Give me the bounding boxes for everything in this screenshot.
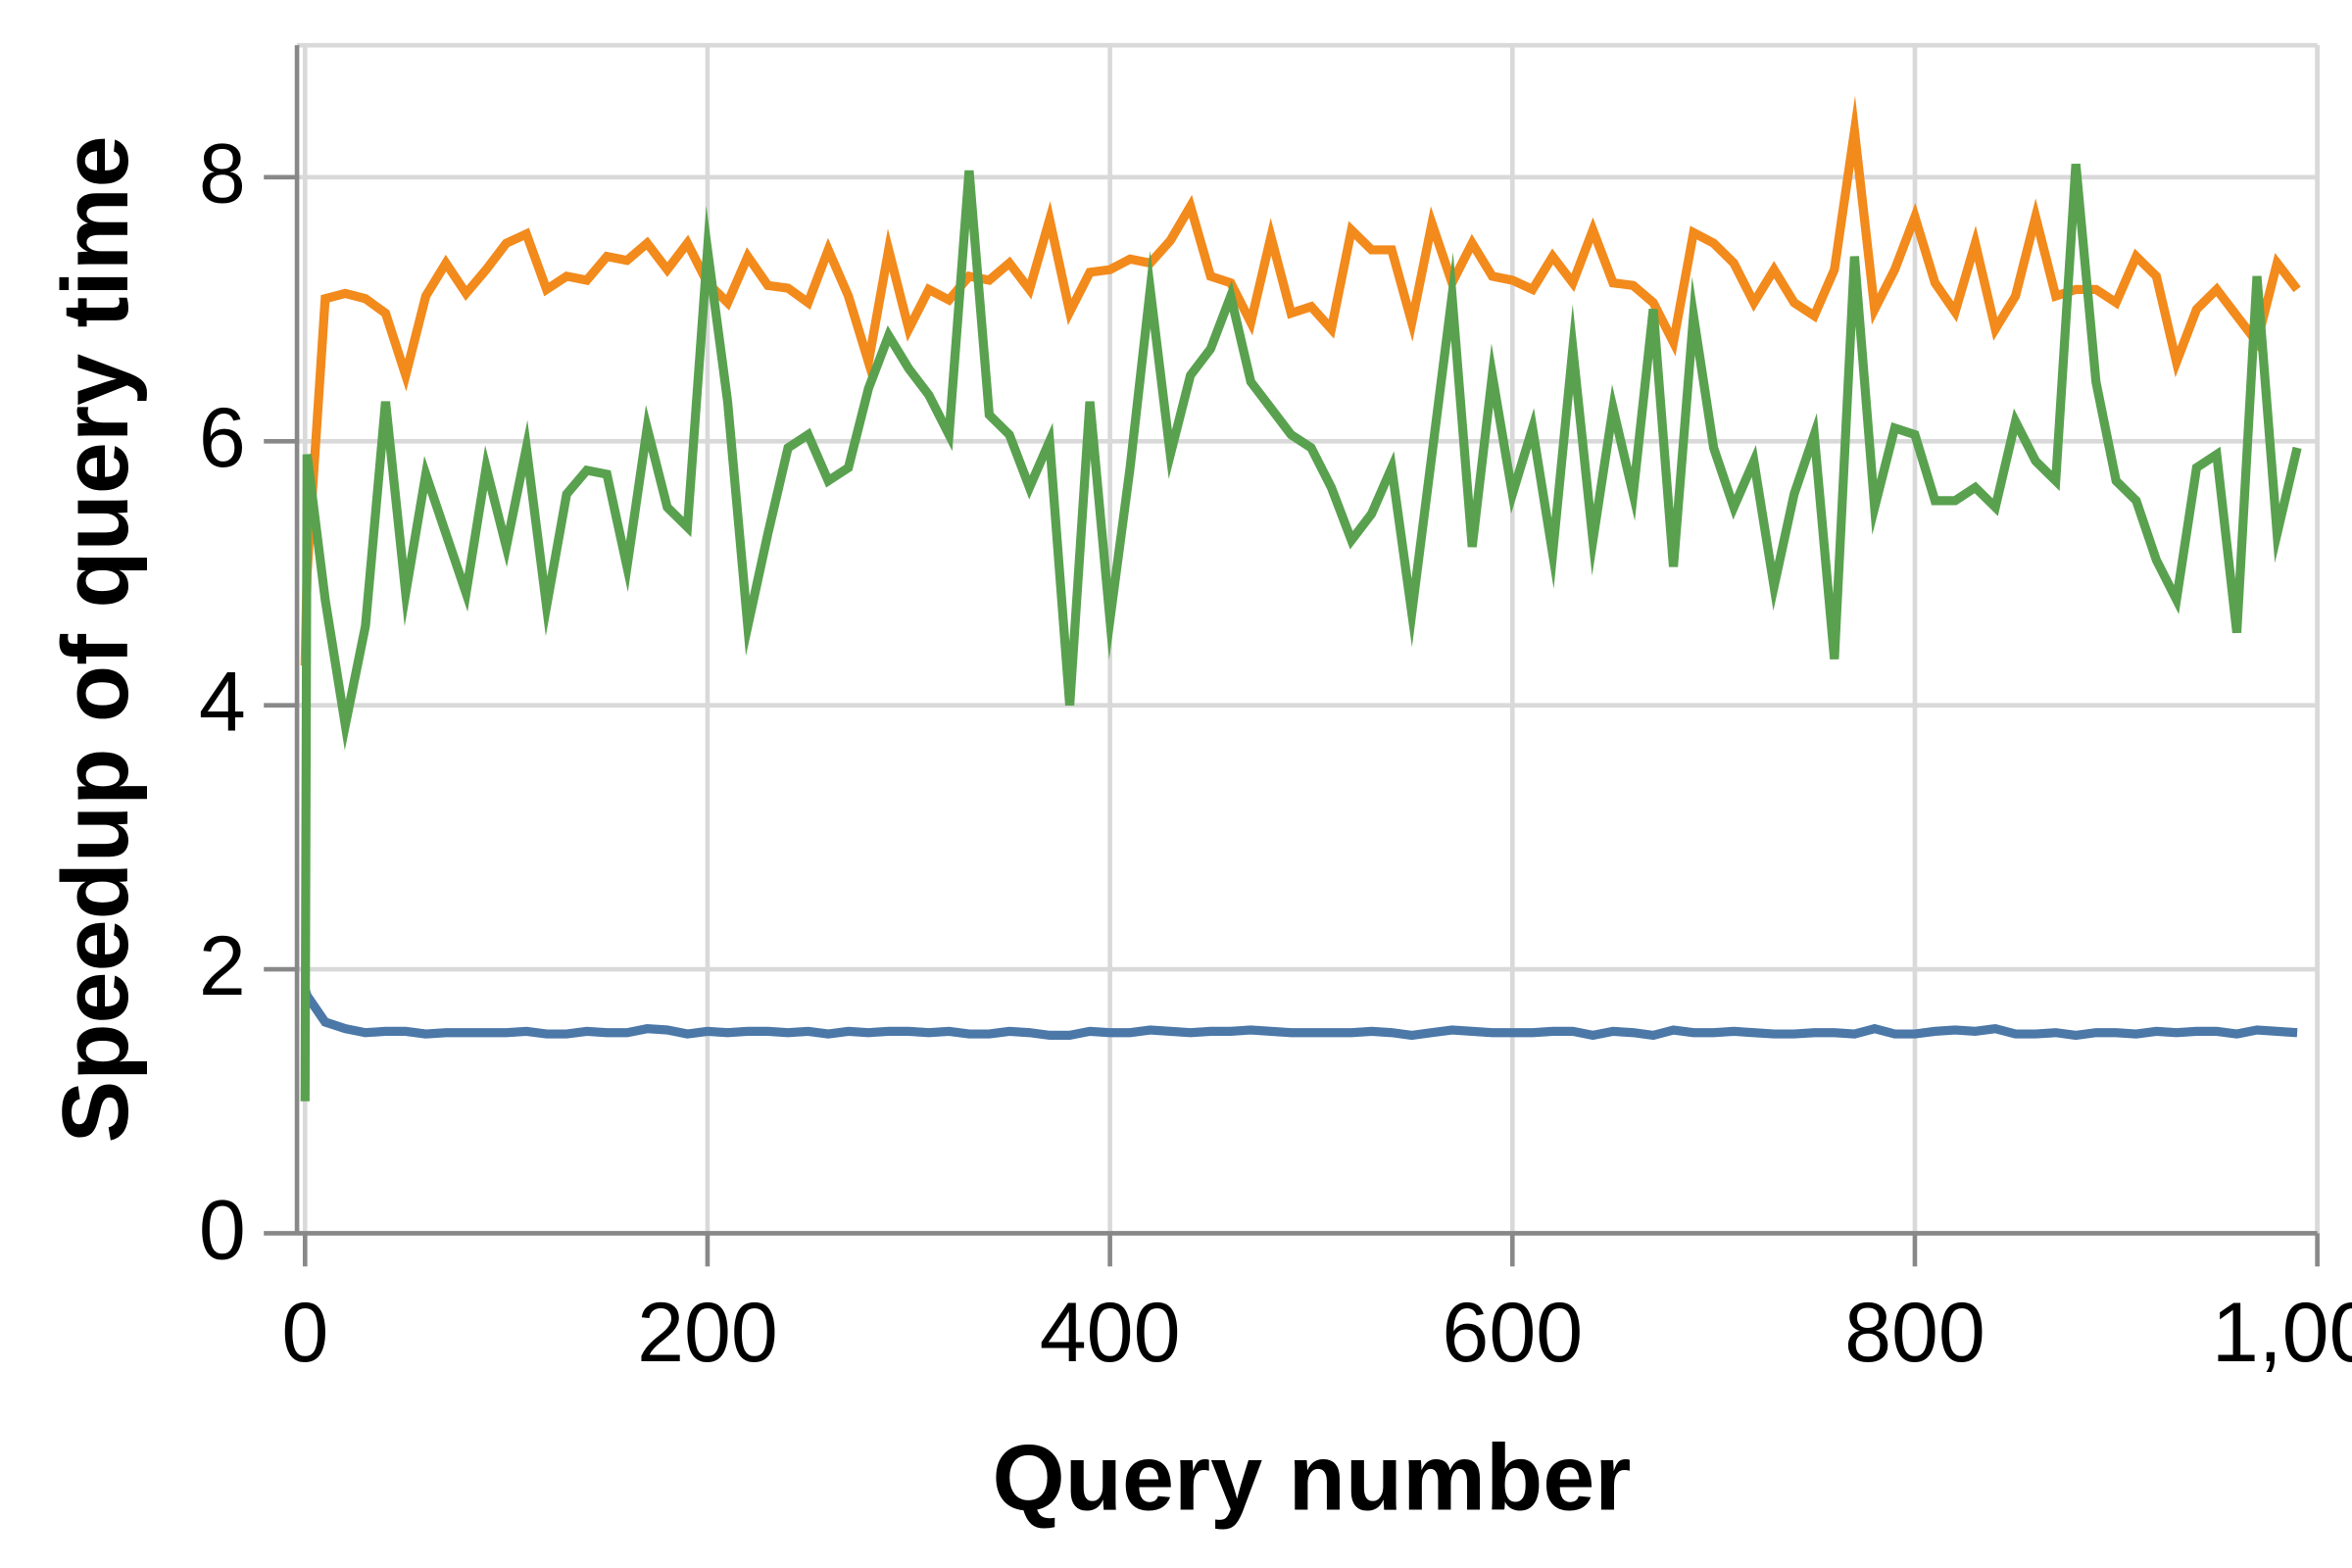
x-tick-label: 0	[281, 1286, 328, 1380]
x-tick-label: 600	[1442, 1286, 1583, 1380]
axes: 0 2 4 6 8 0 200 400 600 800 1,000	[199, 45, 2352, 1380]
series-line	[300, 987, 2298, 1041]
y-tick-label: 8	[199, 127, 246, 221]
y-tick-label: 0	[199, 1183, 246, 1277]
x-axis-title: Query number	[993, 1427, 1632, 1531]
series-line	[300, 95, 2301, 666]
y-tick-label: 6	[199, 391, 246, 485]
x-tick-label: 400	[1040, 1286, 1181, 1380]
y-tick-label: 2	[199, 919, 246, 1013]
series-line	[300, 163, 2302, 1102]
x-tick-label: 1,000	[2212, 1286, 2352, 1380]
lines	[300, 95, 2302, 1102]
x-tick-label: 200	[637, 1286, 778, 1380]
y-axis-title: Speedup of query time	[44, 135, 148, 1143]
grid	[297, 42, 2320, 1236]
x-tick-label: 800	[1844, 1286, 1985, 1380]
y-tick-label: 4	[199, 655, 246, 749]
